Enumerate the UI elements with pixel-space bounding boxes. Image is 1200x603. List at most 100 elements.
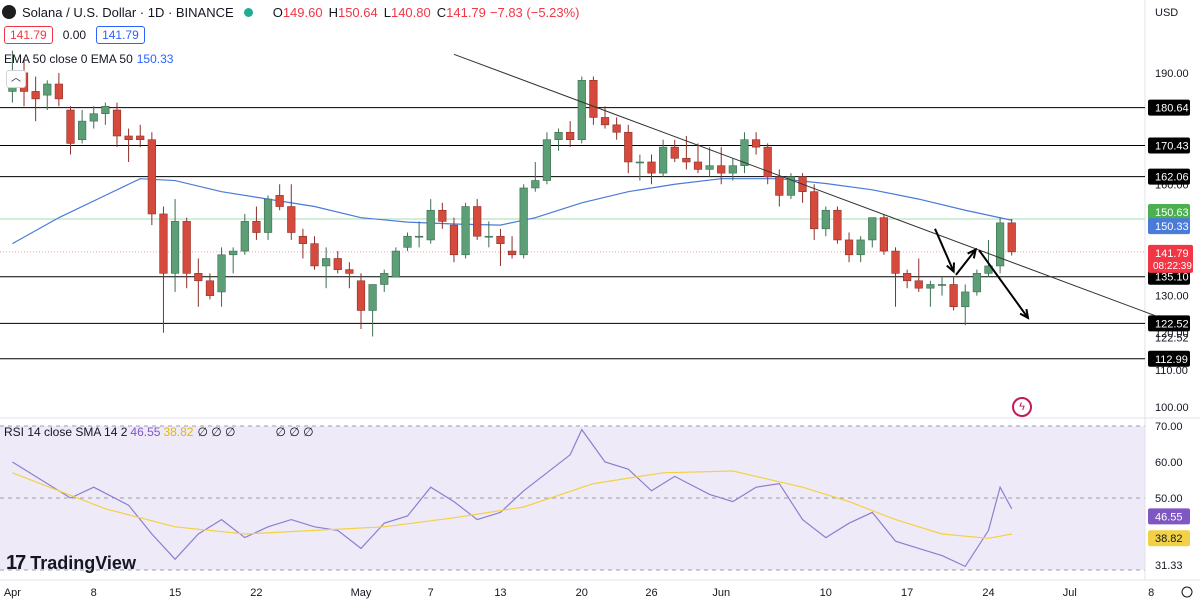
candle	[426, 199, 435, 244]
projection-arrow-2	[978, 249, 1030, 320]
candle-body	[287, 206, 296, 233]
candle	[1007, 218, 1016, 256]
collapse-legend-chevron-up-icon[interactable]: ︿	[6, 70, 26, 88]
arrow-head	[967, 247, 978, 259]
rsi-sma-legend-value: 38.82	[163, 425, 194, 439]
tradingview-logo[interactable]: 17 TradingView	[6, 552, 136, 575]
candle-body	[961, 291, 970, 308]
candle-body	[368, 284, 377, 311]
rsi-legend[interactable]: RSI 14 close SMA 14 2 46.55 38.82 ∅ ∅ ∅ ∅ ∅ …	[4, 425, 314, 439]
symbol-title[interactable]: Solana / U.S. Dollar · 1D · BINANCE	[22, 4, 234, 20]
market-open-icon	[243, 7, 253, 17]
chart-header: Solana / U.S. Dollar · 1D · BINANCE O 149…	[0, 0, 580, 24]
x-tick-label: 10	[820, 587, 832, 599]
solana-logo-icon	[2, 5, 16, 19]
candle	[322, 247, 331, 289]
candle-body	[531, 180, 540, 189]
price-axis[interactable]: USD100.00110.00120.00130.00140.00150.001…	[1155, 7, 1189, 572]
candle	[647, 154, 656, 185]
ema-value-tag: 150.33	[1148, 218, 1190, 235]
candle	[624, 124, 633, 174]
arrow-head	[946, 262, 955, 274]
candle	[763, 143, 772, 185]
sell-price-box[interactable]: 141.79	[4, 26, 53, 44]
x-tick-label: Jun	[712, 587, 730, 599]
candle	[159, 206, 168, 333]
candle	[659, 139, 668, 177]
candle	[368, 284, 377, 337]
candle	[229, 247, 238, 274]
candle	[484, 221, 493, 248]
candle	[519, 184, 528, 259]
level-tag-122-52-text: 122.52	[1155, 318, 1189, 330]
candle-body	[496, 235, 505, 244]
candle-body	[89, 113, 98, 122]
projection-arrow-1	[955, 247, 978, 276]
candle-body	[229, 250, 238, 256]
level-tag-170-43-bg	[1148, 137, 1190, 154]
candle-body	[926, 284, 935, 289]
candle-body	[182, 221, 191, 274]
candle-body	[647, 161, 656, 174]
candle	[89, 106, 98, 129]
candle-body	[844, 239, 854, 256]
candle-body	[356, 280, 366, 311]
candle	[345, 262, 354, 289]
candle	[542, 132, 552, 185]
candle	[693, 143, 703, 174]
x-tick-label: 8	[1148, 587, 1154, 599]
candle-body	[600, 117, 610, 126]
candle	[112, 102, 122, 148]
buy-price-box[interactable]: 141.79	[96, 26, 145, 44]
candle	[786, 173, 796, 200]
candle-body	[728, 165, 737, 174]
candle	[612, 117, 621, 140]
candle	[554, 128, 563, 151]
candle	[926, 280, 935, 307]
candle-body	[751, 139, 761, 148]
time-axis[interactable]: Apr 8 15 22 May 7 13 20 26 Jun 10 17 24 Jul 8	[4, 586, 1193, 599]
level-tag-112-99-bg	[1148, 350, 1190, 367]
candle-body	[763, 146, 772, 178]
candle-body	[473, 206, 482, 237]
candle-body	[345, 269, 354, 274]
candle-body	[682, 157, 691, 163]
y-tick-label: 110.00	[1155, 365, 1188, 377]
ema-legend-label: EMA 50 close 0 EMA 50	[4, 52, 133, 66]
x-tick-label: 8	[91, 587, 97, 599]
level-tag-122-52: 122.52	[1148, 315, 1190, 332]
candle	[949, 277, 958, 311]
x-tick-label: 15	[169, 587, 181, 599]
rsi-value-tag-sma-bg	[1148, 530, 1190, 547]
tradingview-name: TradingView	[30, 553, 136, 573]
x-tick-label: Apr	[4, 587, 21, 599]
candle-body	[426, 209, 435, 241]
candle-body	[66, 109, 75, 144]
candle-body	[461, 206, 470, 256]
lightning-event-icon[interactable]: ϟ	[1012, 397, 1032, 417]
candle-body	[391, 250, 400, 278]
candle-body	[170, 221, 180, 274]
candle-body	[449, 224, 459, 256]
projection-arrow-0	[934, 228, 955, 274]
change-value: −7.83 (−5.23%)	[489, 4, 580, 20]
candle	[635, 154, 644, 181]
ema-legend[interactable]: EMA 50 close 0 EMA 50 150.33	[4, 52, 173, 66]
candle	[961, 284, 970, 326]
horizontal-levels	[0, 107, 1145, 360]
candle-body	[624, 131, 633, 163]
candle	[449, 217, 459, 263]
rsi-y-tick-label: 50.00	[1155, 493, 1183, 505]
candle-body	[693, 161, 703, 170]
x-tick-label: 7	[428, 587, 434, 599]
candle	[972, 269, 981, 296]
candle	[333, 251, 342, 274]
candle	[810, 184, 819, 240]
candle-body	[740, 139, 749, 166]
candle	[310, 236, 319, 270]
low-value: 140.80	[390, 4, 431, 20]
candle	[136, 124, 145, 148]
candle	[298, 228, 308, 259]
candle-body	[205, 280, 215, 296]
